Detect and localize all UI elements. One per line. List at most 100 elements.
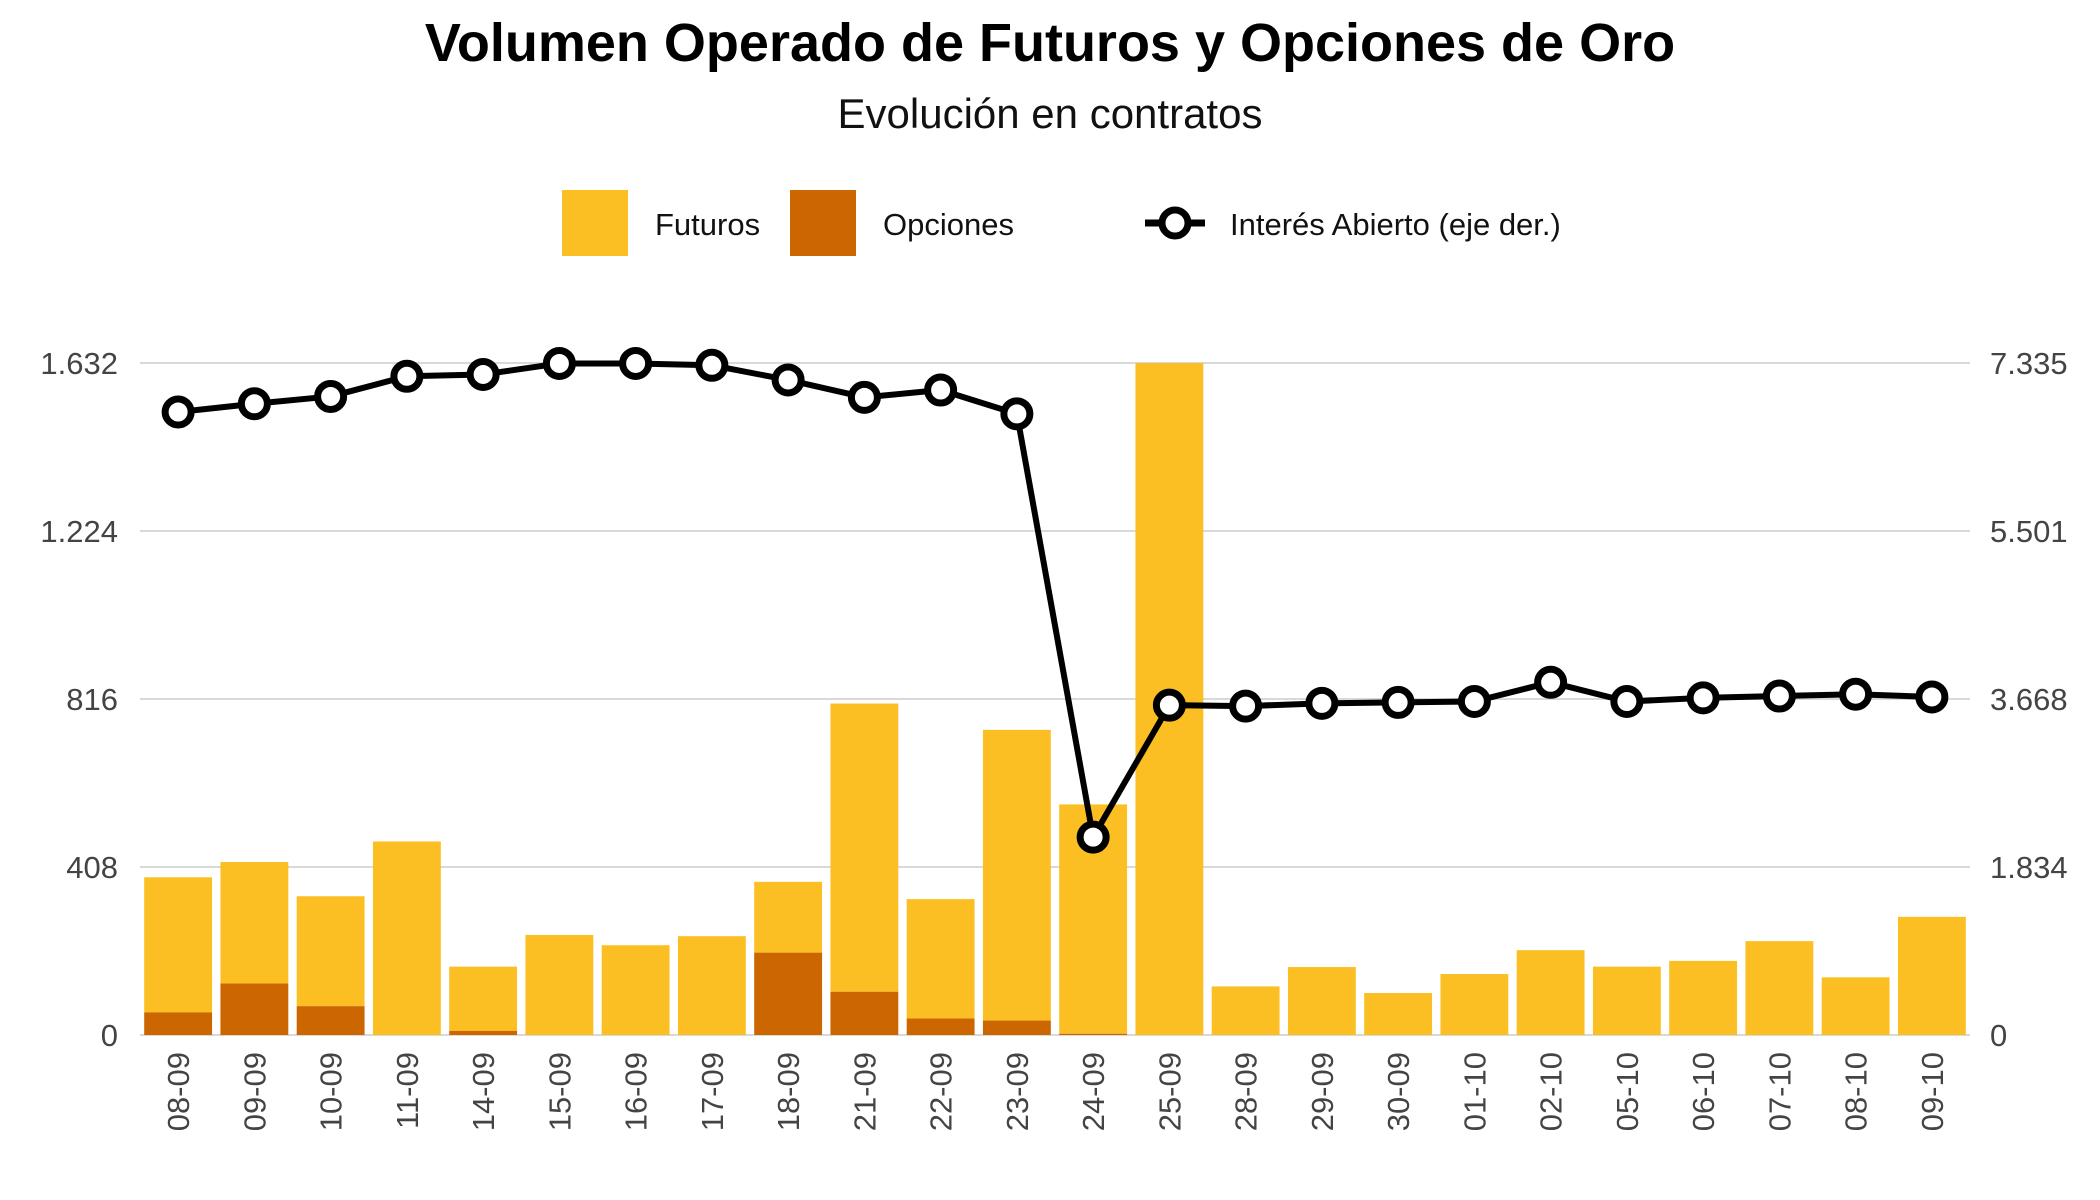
open-interest-point [161, 395, 195, 429]
bar-opciones [906, 1018, 975, 1035]
y-left-tick-label: 1.632 [40, 346, 118, 381]
bar-futuros [1440, 974, 1509, 1035]
open-interest-point [1762, 679, 1796, 713]
bar-opciones [296, 1006, 365, 1035]
bar-futuros [1211, 986, 1280, 1035]
open-interest-point [1229, 689, 1263, 723]
x-tick-label: 01-10 [1457, 1052, 1492, 1131]
x-tick-label: 02-10 [1534, 1052, 1569, 1131]
open-interest-point [1076, 820, 1110, 854]
open-interest-point [1457, 685, 1491, 719]
x-tick-label: 28-09 [1229, 1052, 1264, 1131]
open-interest-path [177, 360, 1932, 841]
open-interest-point [314, 379, 348, 413]
legend-label-interes: Interés Abierto (eje der.) [1230, 207, 1561, 242]
legend: Futuros Opciones Interés Abierto (eje de… [562, 190, 1561, 256]
x-tick-label: 29-09 [1305, 1052, 1340, 1131]
open-interest-point [1610, 685, 1644, 719]
bar-futuros [601, 945, 670, 1035]
bar-opciones [830, 991, 899, 1035]
x-tick-label: 05-10 [1610, 1052, 1645, 1131]
bar-opciones [144, 1012, 213, 1035]
x-tick-label: 18-09 [771, 1052, 806, 1131]
y-left-tick-label: 1.224 [40, 514, 118, 549]
open-interest-point [1686, 681, 1720, 715]
x-tick-label: 09-09 [237, 1052, 272, 1131]
open-interest-point [619, 346, 653, 380]
bar-futuros [830, 703, 899, 992]
x-tick-label: 15-09 [542, 1052, 577, 1131]
bar-futuros [1592, 966, 1661, 1035]
legend-swatch-opciones [790, 190, 856, 256]
x-tick-label: 22-09 [924, 1052, 959, 1131]
bar-opciones [449, 1030, 518, 1035]
bar-futuros [296, 896, 365, 1007]
open-interest-point [237, 387, 271, 421]
open-interest-point [1305, 686, 1339, 720]
y-left-tick-label: 816 [66, 682, 118, 717]
y-right-tick-label: 3.668 [1990, 682, 2068, 717]
x-tick-label: 08-09 [161, 1052, 196, 1131]
y-axis-right: 0 1.834 3.668 5.501 7.335 [1990, 346, 2068, 1053]
open-interest-point [542, 346, 576, 380]
open-interest-point [1152, 688, 1186, 722]
bar-futuros [144, 877, 213, 1013]
bar-futuros [525, 934, 594, 1035]
bar-futuros [372, 841, 441, 1035]
x-tick-label: 14-09 [466, 1052, 501, 1131]
chart-subtitle: Evolución en contratos [837, 90, 1263, 137]
x-tick-label: 06-10 [1686, 1052, 1721, 1131]
y-right-tick-label: 5.501 [1990, 514, 2068, 549]
bar-futuros [982, 729, 1051, 1021]
x-axis: 08-09 09-09 10-09 11-09 14-09 15-09 16-09 17-09… [161, 1052, 1950, 1131]
legend-label-futuros: Futuros [655, 207, 760, 242]
open-interest-line [161, 346, 1949, 854]
bar-futuros [220, 862, 289, 984]
y-right-tick-label: 0 [1990, 1018, 2007, 1053]
legend-marker-interes [1158, 206, 1192, 240]
chart-title: Volumen Operado de Futuros y Opciones de… [424, 13, 1676, 73]
x-tick-label: 10-09 [314, 1052, 349, 1131]
bar-futuros [449, 966, 518, 1031]
open-interest-point [924, 373, 958, 407]
bar-futuros [1821, 977, 1890, 1035]
open-interest-point [1000, 397, 1034, 431]
legend-label-opciones: Opciones [883, 207, 1014, 242]
open-interest-point [1839, 677, 1873, 711]
bar-futuros [1745, 941, 1814, 1035]
bar-futuros [906, 899, 975, 1019]
bar-futuros [1897, 916, 1966, 1035]
bar-futuros [1287, 967, 1356, 1035]
y-right-tick-label: 7.335 [1990, 346, 2068, 381]
x-tick-label: 23-09 [1000, 1052, 1035, 1131]
legend-swatch-futuros [562, 190, 628, 256]
y-axis-left: 0 408 816 1.224 1.632 [40, 346, 118, 1053]
x-tick-label: 08-10 [1839, 1052, 1874, 1131]
x-tick-label: 25-09 [1152, 1052, 1187, 1131]
open-interest-point [390, 359, 424, 393]
bar-futuros [677, 936, 746, 1035]
x-tick-label: 24-09 [1076, 1052, 1111, 1131]
x-tick-label: 17-09 [695, 1052, 730, 1131]
x-tick-label: 07-10 [1762, 1052, 1797, 1131]
x-tick-label: 09-10 [1915, 1052, 1950, 1131]
x-tick-label: 11-09 [390, 1052, 425, 1129]
bar-opciones [982, 1020, 1051, 1035]
y-right-tick-label: 1.834 [1990, 850, 2068, 885]
open-interest-point [466, 357, 500, 391]
bar-opciones [1059, 1033, 1128, 1035]
x-tick-label: 16-09 [619, 1052, 654, 1131]
x-tick-label: 21-09 [847, 1052, 882, 1131]
open-interest-point [771, 363, 805, 397]
open-interest-point [847, 380, 881, 414]
y-left-tick-label: 0 [101, 1018, 118, 1053]
open-interest-point [1915, 680, 1949, 714]
bar-opciones [754, 952, 823, 1035]
bar-opciones [220, 983, 289, 1035]
bar-futuros [1516, 950, 1585, 1035]
bar-futuros [1669, 960, 1738, 1035]
open-interest-point [695, 348, 729, 382]
bar-futuros [1364, 993, 1433, 1035]
bar-futuros [754, 881, 823, 953]
